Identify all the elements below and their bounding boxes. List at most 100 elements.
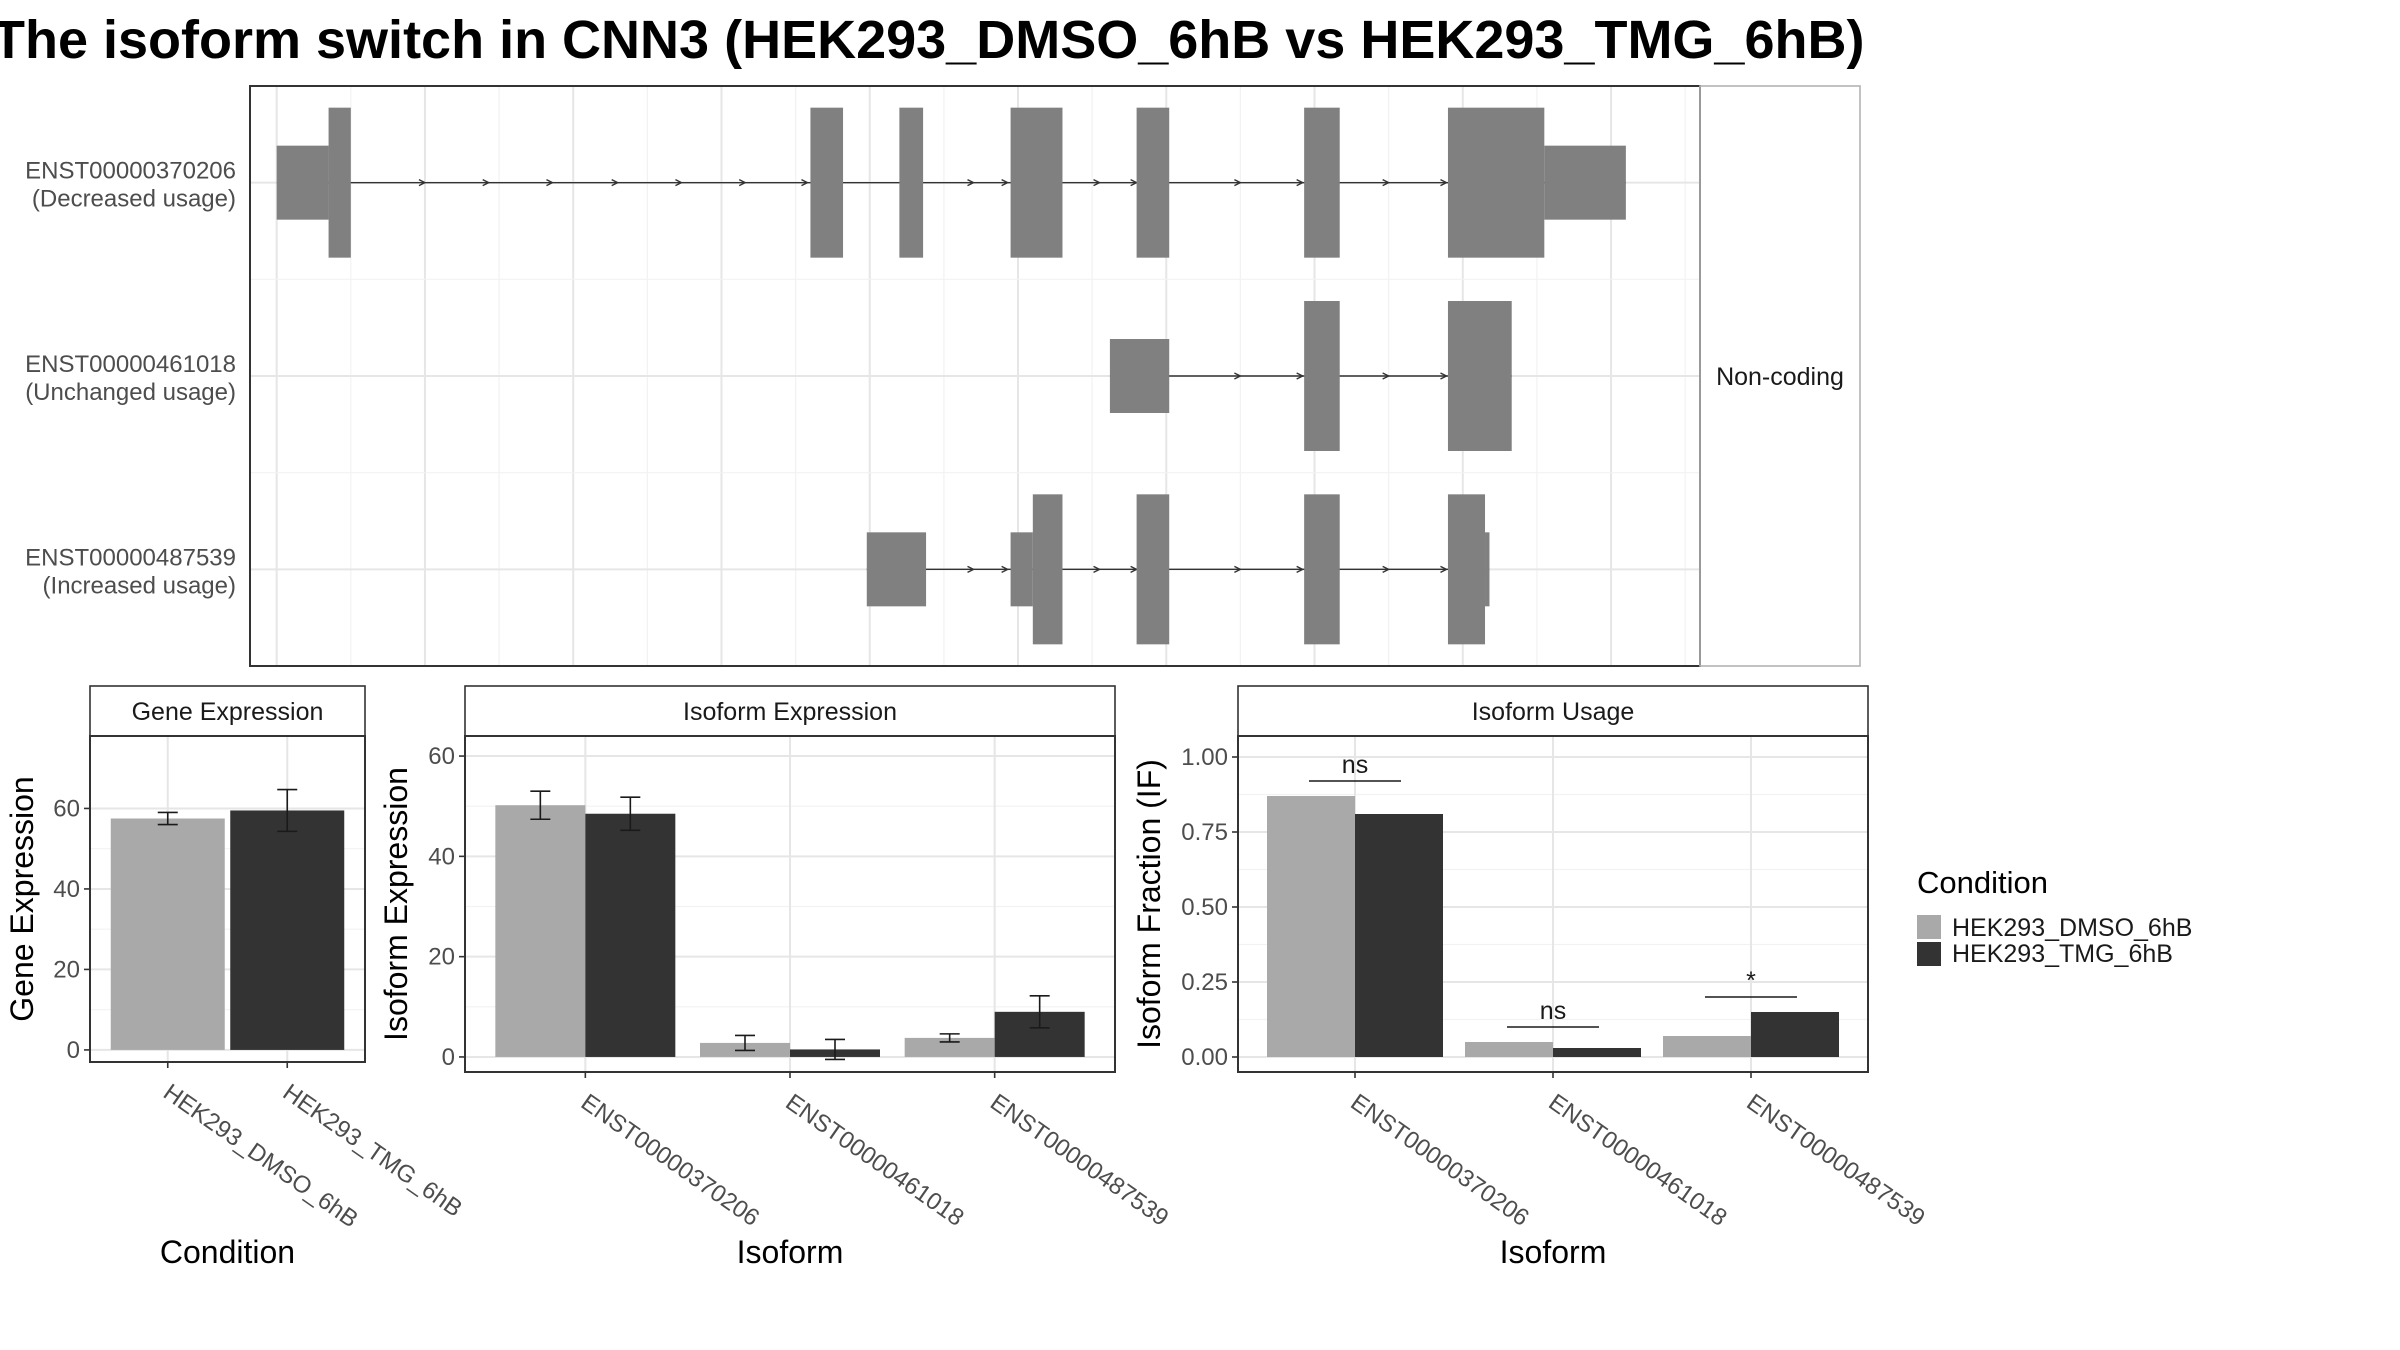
error-bar bbox=[825, 1038, 845, 1061]
facet-label-non-coding: Non-coding bbox=[1716, 363, 1844, 391]
intron-direction-arrow bbox=[967, 565, 976, 573]
exon-block bbox=[1447, 494, 1486, 645]
legend-title: Condition bbox=[1917, 865, 2048, 900]
exon-block bbox=[1010, 532, 1033, 607]
x-tick-label: ENST00000370206 bbox=[576, 1089, 764, 1232]
y-tick-label: 0.75 bbox=[1181, 819, 1228, 846]
exon-block bbox=[1032, 494, 1063, 645]
exon-block bbox=[866, 532, 927, 607]
intron-direction-arrow bbox=[1296, 372, 1305, 380]
exon-block bbox=[1136, 107, 1170, 258]
panel-strip-label: Gene Expression bbox=[132, 698, 324, 726]
error-bar bbox=[735, 1034, 755, 1052]
x-tick-label: ENST00000487539 bbox=[1742, 1089, 1930, 1232]
intron-direction-arrow bbox=[1001, 179, 1010, 187]
y-tick-label: 40 bbox=[428, 843, 455, 870]
y-tick-label: 0 bbox=[442, 1044, 455, 1071]
exon-block bbox=[1447, 107, 1545, 258]
intron-direction-arrow bbox=[1440, 372, 1449, 380]
y-tick-label: 0.25 bbox=[1181, 969, 1228, 996]
transcript-id-label: ENST00000461018 bbox=[25, 351, 236, 378]
transcript-ENST00000461018 bbox=[1109, 301, 1512, 451]
x-tick-label: ENST00000487539 bbox=[985, 1089, 1173, 1232]
bar-dmso-1 bbox=[1267, 796, 1355, 1057]
y-tick-label: 40 bbox=[53, 876, 80, 903]
exon-block bbox=[276, 145, 329, 220]
intron-direction-arrow bbox=[482, 179, 491, 187]
bar-dmso-3 bbox=[1663, 1036, 1751, 1057]
bar-tmg-1 bbox=[585, 813, 676, 1057]
exon-block bbox=[1485, 532, 1490, 607]
significance-label: * bbox=[1746, 967, 1756, 995]
bar-tmg-2 bbox=[1553, 1048, 1641, 1057]
intron-direction-arrow bbox=[1234, 179, 1242, 187]
legend-swatch-dmso bbox=[1917, 915, 1941, 939]
bar-dmso-3 bbox=[904, 1037, 995, 1057]
transcript-ENST00000487539 bbox=[866, 494, 1490, 645]
x-axis-title: Condition bbox=[160, 1234, 295, 1270]
bar-dmso-1 bbox=[110, 818, 225, 1050]
transcript-ENST00000370206 bbox=[276, 107, 1626, 258]
exon-block bbox=[899, 107, 924, 258]
panel-strip-label: Isoform Usage bbox=[1472, 698, 1635, 726]
error-bar bbox=[620, 796, 641, 832]
significance-label: ns bbox=[1342, 751, 1368, 779]
transcript-id-label: ENST00000370206 bbox=[25, 158, 236, 185]
exon-block bbox=[328, 107, 351, 258]
intron-direction-arrow bbox=[1382, 565, 1391, 573]
gene-expression-panel: Gene Expression0204060HEK293_DMSO_6hBHEK… bbox=[4, 685, 467, 1270]
bar-tmg-2 bbox=[230, 810, 345, 1050]
panel-frame bbox=[89, 735, 366, 1063]
bar-tmg-1 bbox=[1355, 814, 1443, 1057]
transcript-usage-label: (Decreased usage) bbox=[32, 186, 236, 213]
x-axis-title: Isoform bbox=[737, 1234, 844, 1270]
y-tick-label: 60 bbox=[428, 743, 455, 770]
y-tick-label: 0.50 bbox=[1181, 894, 1228, 921]
panel-strip bbox=[464, 685, 1116, 737]
bar-dmso-1 bbox=[495, 805, 586, 1057]
y-tick-label: 0.00 bbox=[1181, 1044, 1228, 1071]
intron-direction-arrow bbox=[1440, 179, 1449, 187]
intron-direction-arrow bbox=[1440, 565, 1449, 573]
exon-block bbox=[1136, 494, 1170, 645]
intron-direction-arrow bbox=[1093, 565, 1102, 573]
exon-block bbox=[810, 107, 844, 258]
figure-title: The isoform switch in CNN3 (HEK293_DMSO_… bbox=[0, 10, 1864, 70]
intron-direction-arrow bbox=[1001, 565, 1010, 573]
transcript-usage-label: (Increased usage) bbox=[43, 572, 236, 599]
error-bar bbox=[157, 811, 178, 826]
x-tick-label: HEK293_DMSO_6hB bbox=[158, 1079, 363, 1233]
legend: Condition HEK293_DMSO_6hB HEK293_TMG_6hB bbox=[1917, 865, 2192, 968]
exon-block bbox=[1304, 301, 1340, 451]
transcript-id-label: ENST00000487539 bbox=[25, 544, 236, 571]
intron-direction-arrow bbox=[967, 179, 976, 187]
y-axis-title: Isoform Expression bbox=[378, 767, 414, 1041]
gene-structure-panel: ENST00000370206(Decreased usage) ENST0000… bbox=[25, 85, 1861, 667]
intron-direction-arrow bbox=[801, 179, 810, 187]
x-tick-label: ENST00000370206 bbox=[1346, 1089, 1534, 1232]
transcript-usage-label: (Unchanged usage) bbox=[25, 379, 236, 406]
y-tick-label: 0 bbox=[67, 1037, 80, 1064]
intron-direction-arrow bbox=[418, 179, 427, 187]
error-bar bbox=[1029, 994, 1050, 1029]
error-bar bbox=[277, 788, 298, 833]
legend-label-tmg: HEK293_TMG_6hB bbox=[1952, 940, 2173, 968]
intron-direction-arrow bbox=[1093, 179, 1102, 187]
intron-direction-arrow bbox=[738, 179, 747, 187]
y-tick-label: 1.00 bbox=[1181, 744, 1228, 771]
panel-strip-label: Isoform Expression bbox=[683, 698, 897, 726]
intron-direction-arrow bbox=[1296, 179, 1305, 187]
isoform-usage-panel: Isoform Usage 0.00 0.25 0.50 0.75 1.00 ns ns * EN… bbox=[1131, 685, 1930, 1270]
exon-block bbox=[1447, 301, 1512, 451]
significance-label: ns bbox=[1540, 997, 1566, 1025]
exon-block bbox=[1304, 494, 1340, 645]
error-bar bbox=[939, 1033, 960, 1043]
bar-dmso-2 bbox=[1465, 1042, 1553, 1057]
x-tick-label: ENST00000461018 bbox=[781, 1089, 969, 1232]
intron-direction-arrow bbox=[546, 179, 555, 187]
intron-direction-arrow bbox=[675, 179, 684, 187]
y-tick-label: 20 bbox=[53, 956, 80, 983]
x-axis-title: Isoform bbox=[1500, 1234, 1607, 1270]
legend-label-dmso: HEK293_DMSO_6hB bbox=[1952, 914, 2192, 942]
